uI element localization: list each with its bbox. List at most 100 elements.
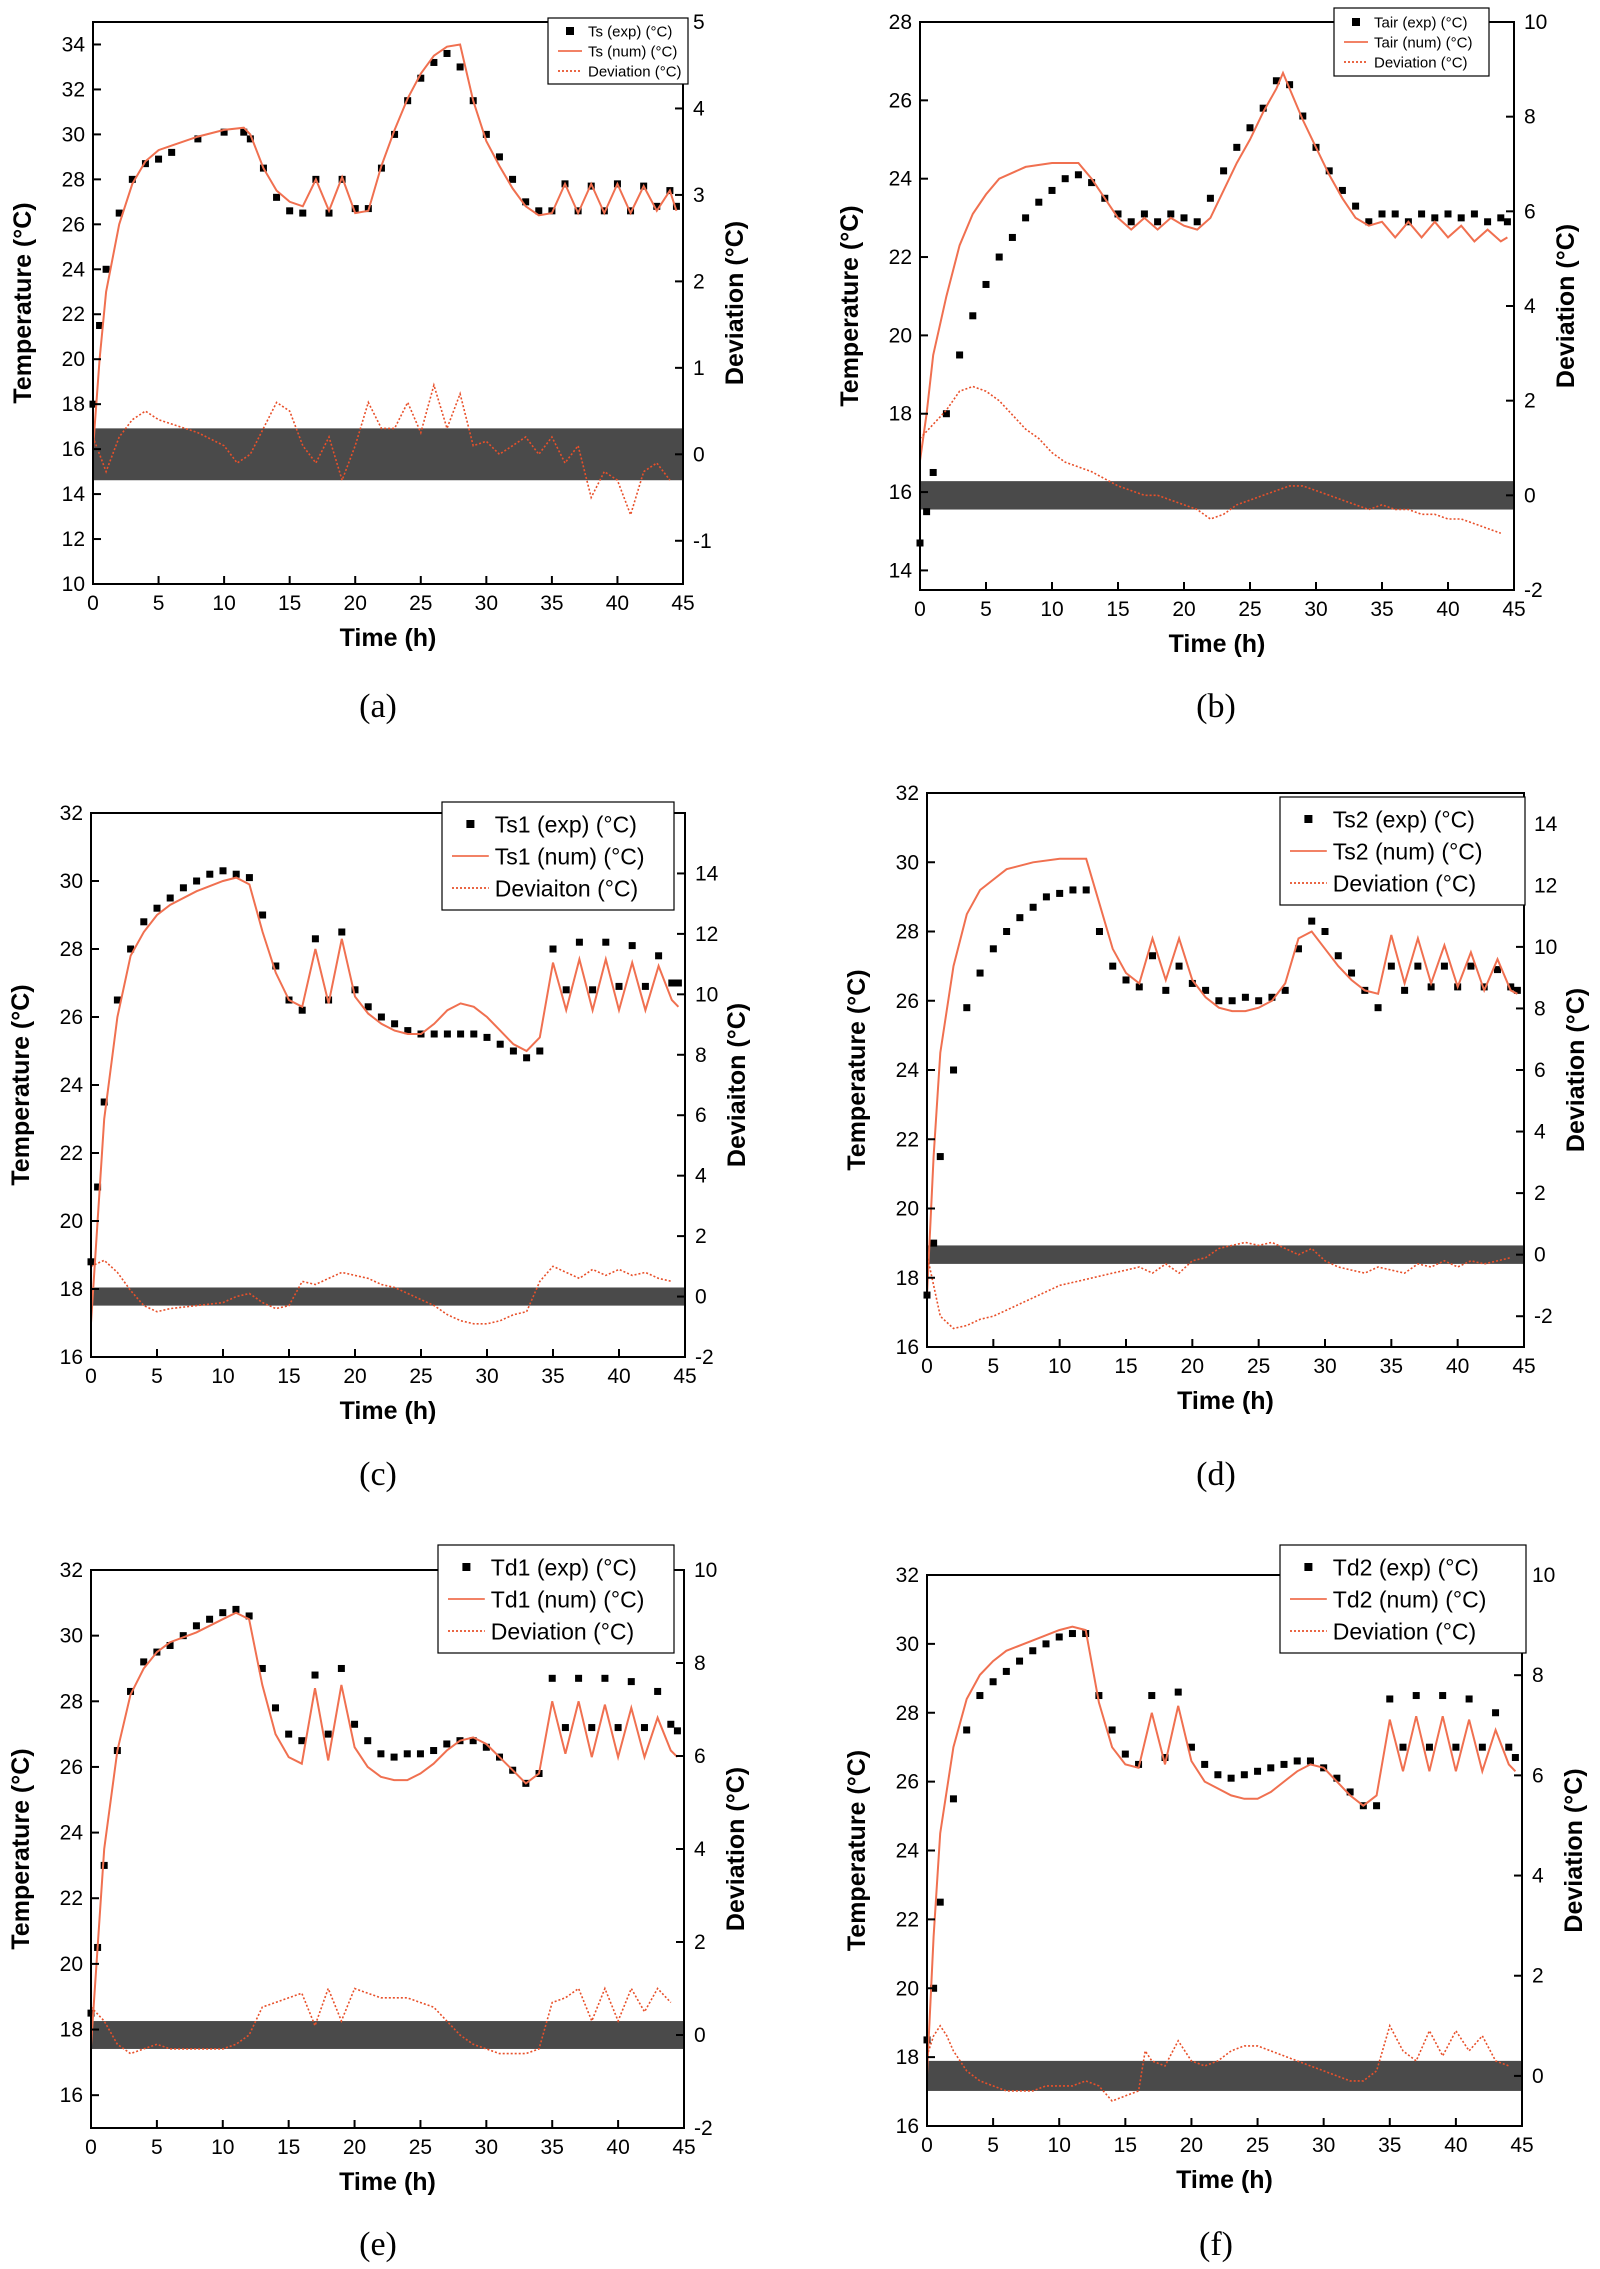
- panel-label-f: (f): [1199, 2226, 1233, 2263]
- data-point: [1497, 214, 1505, 222]
- data-point: [364, 1737, 372, 1745]
- data-point: [976, 969, 984, 977]
- y-right-axis-label: Deviation (°C): [722, 1767, 750, 1931]
- data-point: [588, 1724, 596, 1732]
- x-tick-label: 20: [343, 1365, 366, 1388]
- y-right-tick-label: 8: [695, 1044, 707, 1067]
- x-tick-label: 10: [1048, 1355, 1071, 1378]
- series-num-line: [90, 876, 680, 1324]
- x-tick-label: 10: [211, 2136, 234, 2159]
- data-point: [417, 74, 425, 82]
- x-tick-label: 15: [277, 2136, 300, 2159]
- data-point: [1503, 218, 1511, 226]
- y-tick-label: 16: [62, 438, 85, 461]
- data-point: [1346, 1788, 1354, 1796]
- data-point: [1511, 1754, 1519, 1762]
- data-point: [1348, 969, 1356, 977]
- data-point: [969, 312, 977, 320]
- data-point: [338, 928, 346, 936]
- x-tick-label: 0: [85, 2136, 97, 2159]
- data-point: [219, 1609, 227, 1617]
- data-point: [1074, 171, 1082, 179]
- data-point: [1321, 928, 1329, 935]
- y-tick-label: 26: [896, 990, 919, 1013]
- data-point: [298, 1006, 306, 1014]
- x-tick-label: 5: [987, 1355, 999, 1378]
- y-right-tick-label: -2: [694, 2117, 713, 2140]
- data-point: [364, 1003, 372, 1011]
- data-point: [272, 962, 280, 970]
- data-point: [548, 1674, 556, 1682]
- y-right-tick-label: 10: [1534, 936, 1557, 959]
- x-tick-label: 25: [409, 592, 432, 615]
- data-point: [1127, 218, 1135, 226]
- y-tick-label: 18: [60, 2019, 83, 2042]
- data-point: [1401, 986, 1409, 994]
- y-tick-label: 18: [896, 1267, 919, 1290]
- data-point: [536, 1047, 544, 1055]
- data-point: [127, 1687, 135, 1695]
- data-point: [100, 1098, 108, 1106]
- data-point: [1069, 886, 1077, 894]
- series-deviation-line: [92, 382, 671, 518]
- y-tick-label: 14: [62, 483, 86, 506]
- data-point: [1035, 198, 1043, 206]
- data-point: [1427, 983, 1435, 991]
- data-point: [1008, 233, 1016, 241]
- tolerance-band: [920, 481, 1514, 510]
- data-point: [1048, 186, 1056, 194]
- y-right-tick-label: 1: [693, 357, 705, 380]
- y-tick-label: 24: [889, 168, 913, 191]
- data-point: [351, 986, 359, 994]
- data-point: [311, 1671, 319, 1679]
- panel-label-a: (a): [359, 688, 397, 725]
- data-point: [1202, 986, 1210, 994]
- data-point: [654, 1687, 662, 1695]
- y-tick-label: 20: [62, 348, 85, 371]
- data-point: [102, 265, 110, 273]
- data-point: [949, 1795, 957, 1803]
- data-point: [1399, 1743, 1407, 1751]
- y-tick-label: 28: [60, 1690, 83, 1713]
- x-tick-label: 5: [151, 2136, 163, 2159]
- data-point: [1022, 214, 1030, 222]
- panel-label-e: (e): [359, 2226, 397, 2263]
- data-point: [94, 1183, 102, 1191]
- data-point: [115, 209, 123, 217]
- y-tick-label: 18: [896, 2046, 919, 2069]
- y-right-tick-label: 4: [695, 1165, 707, 1188]
- series-exp-markers: [923, 886, 1521, 1299]
- x-tick-label: 40: [1446, 1355, 1469, 1378]
- data-point: [549, 945, 557, 953]
- data-point: [1293, 1757, 1301, 1765]
- y-tick-label: 30: [896, 1633, 919, 1656]
- data-point: [168, 148, 176, 156]
- data-point: [641, 982, 649, 990]
- data-point: [495, 153, 503, 161]
- y-axis-label: Temperature (°C): [7, 1748, 35, 1949]
- y-axis-label: Temperature (°C): [7, 984, 35, 1185]
- data-point: [337, 1664, 345, 1672]
- data-point: [1029, 903, 1037, 911]
- data-point: [1306, 1757, 1314, 1765]
- x-tick-label: 40: [607, 1365, 630, 1388]
- data-point: [1188, 979, 1196, 987]
- y-tick-label: 28: [889, 11, 912, 34]
- data-point: [1386, 1695, 1394, 1703]
- tolerance-band: [91, 1287, 685, 1306]
- y-right-tick-label: 2: [1532, 1965, 1544, 1988]
- y-tick-label: 28: [60, 938, 83, 961]
- y-tick-label: 32: [62, 78, 85, 101]
- x-tick-label: 15: [1114, 2134, 1137, 2157]
- data-point: [377, 1013, 385, 1021]
- data-point: [1414, 962, 1422, 970]
- y-tick-label: 30: [896, 851, 919, 874]
- y-tick-label: 22: [62, 303, 85, 326]
- data-point: [1286, 81, 1294, 89]
- x-tick-label: 15: [278, 592, 301, 615]
- y-tick-label: 16: [889, 481, 912, 504]
- data-point: [1174, 1688, 1182, 1696]
- data-point: [1233, 143, 1241, 151]
- data-point: [351, 1720, 359, 1728]
- data-point: [535, 207, 543, 215]
